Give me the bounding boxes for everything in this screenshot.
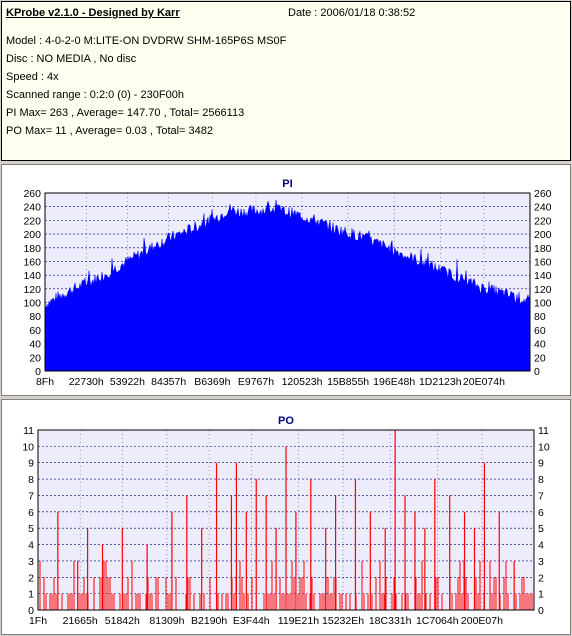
disc-line: Disc : NO MEDIA , No disc [6,53,137,65]
x-tick-label: 51842h [105,615,140,627]
y-tick-label-right: 6 [538,507,544,519]
pi-stats-line: PI Max= 263 , Average= 147.70 , Total= 2… [6,107,245,119]
y-tick-label-right: 0 [538,605,544,617]
y-tick-label-left: 5 [28,523,34,535]
y-tick-label-right: 80 [534,311,546,323]
y-tick-label-left: 6 [28,507,34,519]
y-tick-label-right: 3 [538,556,544,568]
x-tick-label: 1D2123h [419,376,462,388]
y-tick-label-left: 1 [28,589,34,601]
y-tick-label-left: 3 [28,556,34,568]
y-tick-label-left: 260 [23,188,41,200]
x-tick-label: 1Fh [29,615,47,627]
y-tick-label-left: 160 [23,256,41,268]
y-tick-label-left: 7 [28,490,34,502]
x-tick-label: 53922h [110,376,145,388]
y-tick-label-left: 10 [22,441,34,453]
po-chart-panel: 0 0 1 1 2 2 3 3 4 4 5 5 6 6 7 7 8 8 9 9 10 10 11 11 1Fh 21665h 518… [1,399,571,635]
y-tick-label-right: 4 [538,540,544,552]
y-tick-label-right: 240 [534,202,552,214]
x-tick-label: 8Fh [36,376,54,388]
plot-frame [44,192,531,372]
y-tick-label-left: 220 [23,215,41,227]
y-tick-label-left: 60 [29,325,41,337]
y-tick-label-left: 240 [23,202,41,214]
x-tick-label: 196E48h [373,376,415,388]
po-series [39,430,533,610]
x-tick-label: 81309h [149,615,184,627]
y-tick-label-right: 20 [534,352,546,364]
y-tick-label-left: 9 [28,458,34,470]
y-tick-label-right: 10 [538,441,550,453]
plot-frame [37,429,535,611]
y-tick-label-left: 120 [23,284,41,296]
y-tick-label-right: 160 [534,256,552,268]
x-tick-label: 21665h [63,615,98,627]
chart-title: PO [278,415,294,427]
x-tick-label: 84357h [151,376,186,388]
y-tick-label-right: 11 [538,425,549,437]
x-tick-label: 15B855h [327,376,369,388]
pi-area [44,199,531,372]
y-tick-label-left: 100 [23,298,41,310]
y-tick-label-right: 1 [538,589,544,601]
y-tick-label-right: 7 [538,490,544,502]
y-tick-label-right: 260 [534,188,552,200]
y-tick-label-left: 2 [28,572,34,584]
y-tick-label-right: 8 [538,474,544,486]
y-tick-label-left: 140 [23,270,41,282]
y-tick-label-left: 11 [23,425,34,437]
x-tick-label: E3F44h [233,615,270,627]
po-stats-line: PO Max= 11 , Average= 0.03 , Total= 3482 [6,125,214,137]
y-tick-label-left: 4 [28,540,34,552]
x-tick-label: B2190h [191,615,227,627]
y-tick-label-right: 40 [534,339,546,351]
y-tick-label-left: 200 [23,229,41,241]
y-tick-label-left: 80 [29,311,41,323]
y-tick-label-right: 2 [538,572,544,584]
y-tick-label-left: 8 [28,474,34,486]
y-tick-label-right: 5 [538,523,544,535]
y-tick-label-right: 180 [534,243,552,255]
app-title: KProbe v2.1.0 - Designed by Karr [6,7,180,19]
x-tick-label: 15232Eh [322,615,364,627]
x-tick-label: B6369h [194,376,230,388]
y-tick-label-right: 140 [534,270,552,282]
chart-title: PI [282,178,292,190]
pi-chart-panel: 0 0 20 20 40 40 60 60 80 80 100 100 120 120 140 140 160 1… [1,164,571,396]
x-tick-label: 200E07h [461,615,503,627]
speed-line: Speed : 4x [6,71,59,83]
y-tick-label-right: 120 [534,284,552,296]
x-tick-label: 119E21h [278,615,319,627]
scan-date: Date : 2006/01/18 0:38:52 [288,7,416,19]
scanned-range-line: Scanned range : 0:2:0 (0) - 230F00h [6,89,184,101]
y-tick-label-right: 9 [538,458,544,470]
x-tick-label: 120523h [282,376,323,388]
info-panel: KProbe v2.1.0 - Designed by Karr Date : … [1,1,571,161]
y-tick-label-right: 100 [534,298,552,310]
x-tick-label: E9767h [238,376,274,388]
y-tick-label-left: 20 [29,352,41,364]
y-tick-label-left: 180 [23,243,41,255]
y-tick-label-left: 40 [29,339,41,351]
model-line: Model : 4-0-2-0 M:LITE-ON DVDRW SHM-165P… [6,35,287,47]
pi-series [44,199,531,372]
y-tick-label-right: 0 [534,366,540,378]
y-tick-label-left: 0 [28,605,34,617]
y-tick-label-right: 200 [534,229,552,241]
x-tick-label: 18C331h [369,615,412,627]
y-tick-label-right: 220 [534,215,552,227]
x-tick-label: 22730h [69,376,104,388]
x-tick-label: 20E074h [463,376,505,388]
y-tick-label-right: 60 [534,325,546,337]
x-tick-label: 1C7064h [416,615,459,627]
y-tick-label-left: 0 [35,366,41,378]
